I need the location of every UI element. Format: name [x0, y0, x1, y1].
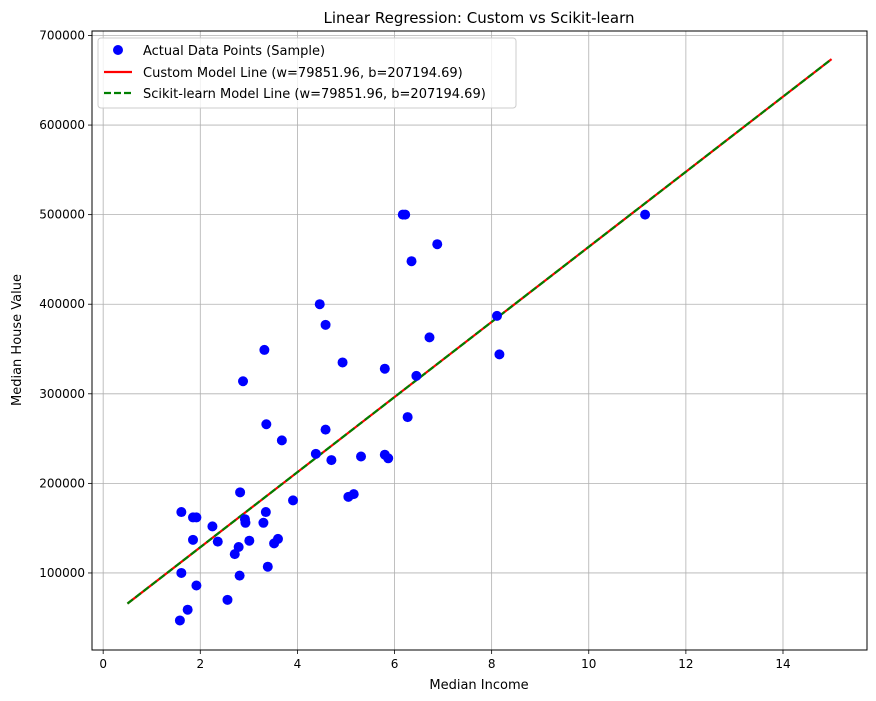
y-axis-label: Median House Value: [10, 274, 25, 406]
y-tick-label: 700000: [39, 28, 85, 42]
data-point: [262, 561, 273, 572]
data-point: [310, 448, 321, 459]
data-point: [207, 521, 218, 532]
data-point: [234, 570, 245, 581]
x-tick-label: 6: [391, 657, 399, 671]
data-point: [314, 299, 325, 310]
legend: Actual Data Points (Sample) Custom Model…: [97, 37, 517, 109]
data-point: [640, 209, 651, 220]
x-axis-ticks: 0 2 4 6 8 10 12 14: [99, 650, 791, 671]
data-point: [260, 507, 271, 518]
y-tick-label: 100000: [39, 566, 85, 580]
data-point: [176, 507, 187, 518]
chart-title: Linear Regression: Custom vs Scikit-lear…: [323, 9, 634, 27]
x-tick-label: 0: [99, 657, 107, 671]
data-point: [188, 534, 199, 545]
y-tick-label: 300000: [39, 387, 85, 401]
x-tick-label: 4: [294, 657, 302, 671]
x-tick-label: 2: [196, 657, 204, 671]
data-point: [424, 332, 435, 343]
data-point: [383, 453, 394, 464]
x-tick-label: 12: [678, 657, 693, 671]
x-tick-label: 14: [775, 657, 790, 671]
data-point: [174, 615, 185, 626]
plot-frame: [91, 30, 868, 651]
data-point: [400, 209, 411, 220]
data-point: [233, 541, 244, 552]
data-point: [494, 349, 505, 360]
data-point: [411, 370, 422, 381]
data-point: [176, 567, 187, 578]
regression-lines: [126, 58, 833, 605]
legend-box: [97, 37, 517, 109]
data-point: [432, 239, 443, 250]
data-point: [320, 424, 331, 435]
sklearn-model-line: [126, 58, 833, 605]
data-points: [174, 209, 651, 626]
y-tick-label: 500000: [39, 208, 85, 222]
data-point: [235, 487, 246, 498]
data-point: [491, 310, 502, 321]
x-axis-label: Median Income: [429, 678, 528, 693]
data-point: [326, 455, 337, 466]
x-tick-label: 10: [581, 657, 596, 671]
legend-label-scatter: Actual Data Points (Sample): [143, 44, 325, 59]
data-point: [240, 517, 251, 528]
y-tick-label: 600000: [39, 118, 85, 132]
data-point: [191, 512, 202, 523]
y-tick-label: 200000: [39, 476, 85, 490]
legend-label-sklearn-line: Scikit-learn Model Line (w=79851.96, b=2…: [143, 87, 486, 102]
data-point: [356, 451, 367, 462]
data-point: [182, 604, 193, 615]
data-point: [191, 580, 202, 591]
data-point: [258, 517, 269, 528]
plot-area: [92, 31, 867, 650]
data-point: [348, 489, 359, 500]
data-point: [406, 256, 417, 267]
data-point: [402, 412, 413, 423]
data-point: [238, 376, 249, 387]
data-point: [272, 533, 283, 544]
y-axis-ticks: 100000 200000 300000 400000 500000 600000 7000…: [39, 28, 92, 580]
grid-lines: [92, 31, 867, 650]
data-point: [337, 357, 348, 368]
data-point: [212, 536, 223, 547]
legend-label-custom-line: Custom Model Line (w=79851.96, b=207194.…: [143, 66, 463, 81]
y-tick-label: 400000: [39, 297, 85, 311]
data-point: [276, 435, 287, 446]
data-point: [259, 344, 270, 355]
data-point: [222, 594, 233, 605]
x-tick-label: 8: [488, 657, 496, 671]
data-point: [288, 495, 299, 506]
legend-scatter-marker: [113, 45, 123, 55]
data-point: [261, 419, 272, 430]
data-point: [379, 363, 390, 374]
data-point: [320, 319, 331, 330]
data-point: [244, 535, 255, 546]
